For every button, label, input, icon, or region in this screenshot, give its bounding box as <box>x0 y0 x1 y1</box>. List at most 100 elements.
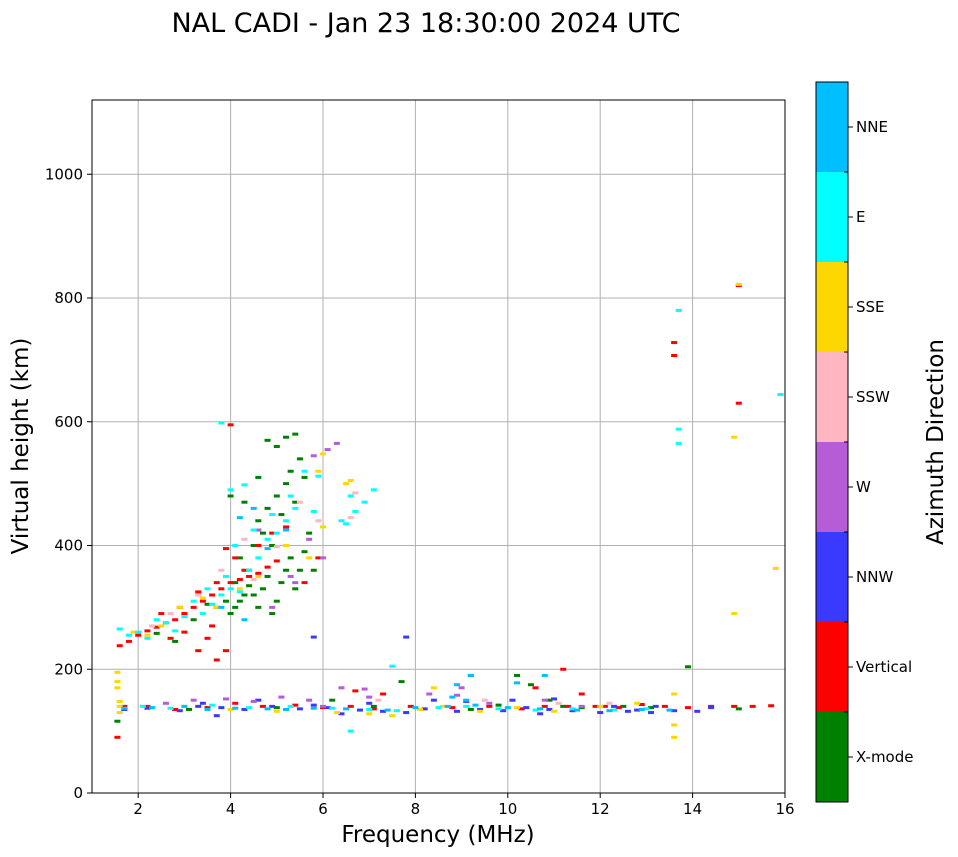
data-point <box>255 556 262 560</box>
x-tick-label: 12 <box>591 800 610 818</box>
data-point <box>366 712 373 716</box>
data-point <box>209 593 216 597</box>
data-point <box>666 708 673 712</box>
data-point <box>130 630 137 634</box>
data-point <box>241 483 248 487</box>
colorbar-label: Azimuth Direction <box>923 339 949 545</box>
colorbar-segment <box>816 712 848 802</box>
data-point <box>541 673 548 677</box>
data-point <box>574 708 581 712</box>
data-point <box>172 707 179 711</box>
data-point <box>139 704 146 708</box>
data-point <box>426 692 433 696</box>
series-e <box>116 308 784 733</box>
y-axis-label: Virtual height (km) <box>8 338 34 555</box>
colorbar-segment <box>816 172 848 262</box>
data-point <box>615 706 622 710</box>
colorbar-tick-label: NNE <box>856 118 888 136</box>
data-point <box>366 707 373 711</box>
data-point <box>292 432 299 436</box>
data-point <box>652 704 659 708</box>
data-point <box>495 707 502 711</box>
data-point <box>255 574 262 578</box>
data-point <box>176 709 183 713</box>
data-point <box>264 547 271 551</box>
data-point <box>273 599 280 603</box>
data-point <box>467 707 474 711</box>
data-point <box>167 612 174 616</box>
data-point <box>264 565 271 569</box>
data-point <box>153 618 160 622</box>
data-point <box>167 706 174 710</box>
data-point <box>611 704 618 708</box>
data-point <box>551 697 557 701</box>
data-point <box>315 519 322 523</box>
data-point <box>310 635 317 639</box>
data-point <box>269 531 276 535</box>
data-point <box>283 519 290 523</box>
data-point <box>541 704 548 708</box>
data-point <box>458 686 465 690</box>
x-tick-label: 2 <box>133 800 143 818</box>
series-ssw <box>149 491 613 705</box>
data-point <box>343 707 350 711</box>
data-point <box>440 704 447 708</box>
data-points <box>114 282 784 739</box>
data-point <box>213 605 220 609</box>
data-point <box>287 704 294 708</box>
data-point <box>735 401 742 405</box>
data-point <box>403 635 410 639</box>
data-point <box>114 719 121 723</box>
data-point <box>481 698 488 702</box>
data-point <box>356 708 363 712</box>
plot-area <box>92 100 785 793</box>
data-point <box>250 506 257 510</box>
data-point <box>347 479 354 483</box>
data-point <box>236 578 243 582</box>
data-point <box>227 707 234 711</box>
data-point <box>135 630 142 634</box>
data-point <box>250 699 257 703</box>
data-point <box>301 469 308 473</box>
data-point <box>333 711 340 715</box>
data-point <box>320 704 326 708</box>
data-point <box>560 704 567 708</box>
data-point <box>199 596 206 600</box>
data-point <box>338 519 345 523</box>
data-point <box>352 509 359 513</box>
data-point <box>199 599 206 603</box>
data-point <box>352 491 359 495</box>
data-point <box>204 587 211 591</box>
data-point <box>684 665 691 669</box>
data-point <box>329 698 336 702</box>
data-point <box>153 625 160 629</box>
data-point <box>269 544 276 547</box>
data-point <box>162 701 169 705</box>
data-point <box>125 633 132 637</box>
data-point <box>195 704 202 708</box>
data-point <box>144 706 151 710</box>
data-point <box>232 544 239 547</box>
data-point <box>209 602 216 606</box>
data-point <box>255 475 262 479</box>
data-point <box>296 707 303 711</box>
data-point <box>453 709 460 713</box>
data-point <box>296 568 303 572</box>
data-point <box>181 615 188 619</box>
data-point <box>278 695 285 699</box>
x-tick-label: 10 <box>498 800 517 818</box>
data-point <box>222 649 229 653</box>
data-point <box>361 687 368 691</box>
data-point <box>661 704 668 708</box>
data-point <box>209 624 216 628</box>
data-point <box>606 701 613 705</box>
data-point <box>315 469 322 473</box>
data-point <box>384 708 391 712</box>
data-point <box>232 605 239 609</box>
data-point <box>218 587 225 591</box>
data-point <box>310 509 317 513</box>
data-point <box>218 593 225 597</box>
data-point <box>648 711 655 715</box>
data-point <box>772 566 779 570</box>
data-point <box>273 531 280 535</box>
